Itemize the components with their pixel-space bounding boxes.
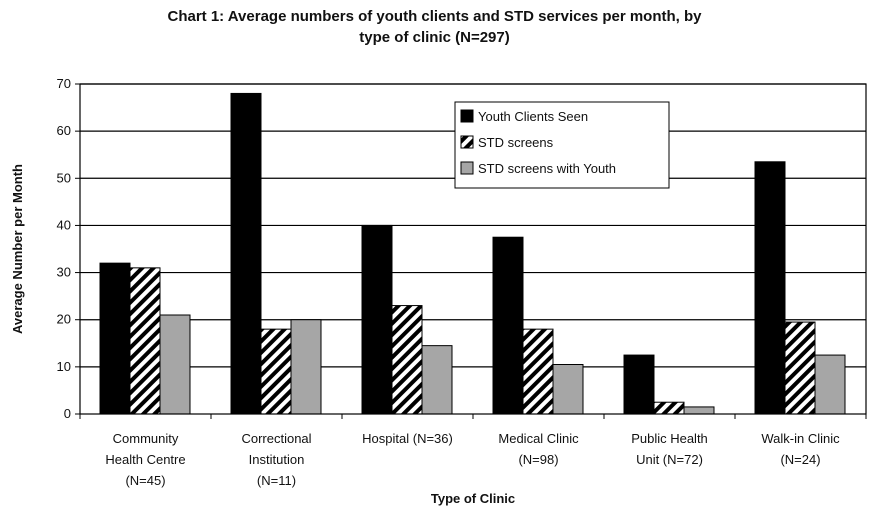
legend: Youth Clients Seen STD screens STD screens… (454, 101, 670, 189)
legend-entry: STD screens with Youth (478, 161, 616, 176)
bar (230, 92, 262, 415)
bar (421, 345, 453, 415)
legend-swatch (460, 109, 474, 123)
legend-entry: STD screens (478, 135, 554, 150)
legend-swatch (460, 135, 474, 149)
bar (492, 236, 524, 415)
bar (159, 314, 191, 415)
y-tick-label: 60 (57, 123, 71, 138)
bar (522, 328, 554, 415)
bars (99, 92, 846, 415)
x-axis-category-labels: Community Health Centre (N=45) Correctional… (105, 431, 840, 488)
legend-entry: Youth Clients Seen (478, 109, 588, 124)
bar (653, 401, 685, 415)
x-category-label: Hospital (N=36) (362, 431, 453, 446)
legend-swatch (460, 161, 474, 175)
y-tick-label: 10 (57, 359, 71, 374)
bar (552, 364, 584, 415)
x-category-label: Correctional Institution (N=11) (241, 431, 311, 488)
bar (290, 319, 322, 415)
y-axis-tick-labels: 0 10 20 30 40 50 60 70 (57, 76, 71, 421)
bar (391, 305, 423, 415)
chart-title-line-1: Chart 1: Average numbers of youth client… (167, 8, 702, 25)
y-tick-label: 40 (57, 217, 71, 232)
x-category-label: Medical Clinic (N=98) (498, 431, 579, 467)
y-tick-label: 70 (57, 76, 71, 91)
bar (99, 262, 131, 415)
bar (129, 267, 161, 415)
x-axis-label: Type of Clinic (431, 491, 515, 506)
x-category-label: Public Health Unit (N=72) (631, 431, 708, 467)
bar (623, 354, 655, 415)
legend-box (454, 101, 670, 189)
y-tick-label: 50 (57, 170, 71, 185)
y-tick-label: 20 (57, 312, 71, 327)
y-axis-label: Average Number per Month (10, 164, 25, 334)
chart-title-line-2: type of clinic (N=297) (359, 29, 510, 46)
bar (260, 328, 292, 415)
bar (814, 354, 846, 415)
bar (683, 406, 715, 415)
bar (784, 321, 816, 415)
y-tick-label: 30 (57, 265, 71, 280)
chart-title: Chart 1: Average numbers of youth client… (0, 6, 869, 48)
bar (754, 161, 786, 415)
axes (79, 83, 867, 419)
y-tick-label: 0 (64, 406, 71, 421)
x-category-label: Community Health Centre (N=45) (105, 431, 185, 488)
x-category-label: Walk-in Clinic (N=24) (761, 431, 840, 467)
bar (361, 224, 393, 415)
